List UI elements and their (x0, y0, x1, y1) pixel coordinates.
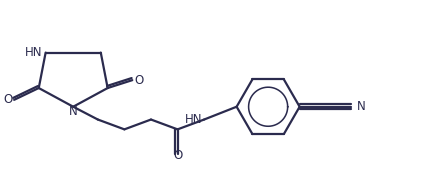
Text: O: O (173, 149, 182, 163)
Text: HN: HN (185, 113, 202, 126)
Text: N: N (69, 105, 78, 118)
Text: N: N (357, 100, 365, 113)
Text: O: O (3, 93, 12, 106)
Text: O: O (134, 74, 143, 87)
Text: HN: HN (25, 46, 43, 59)
